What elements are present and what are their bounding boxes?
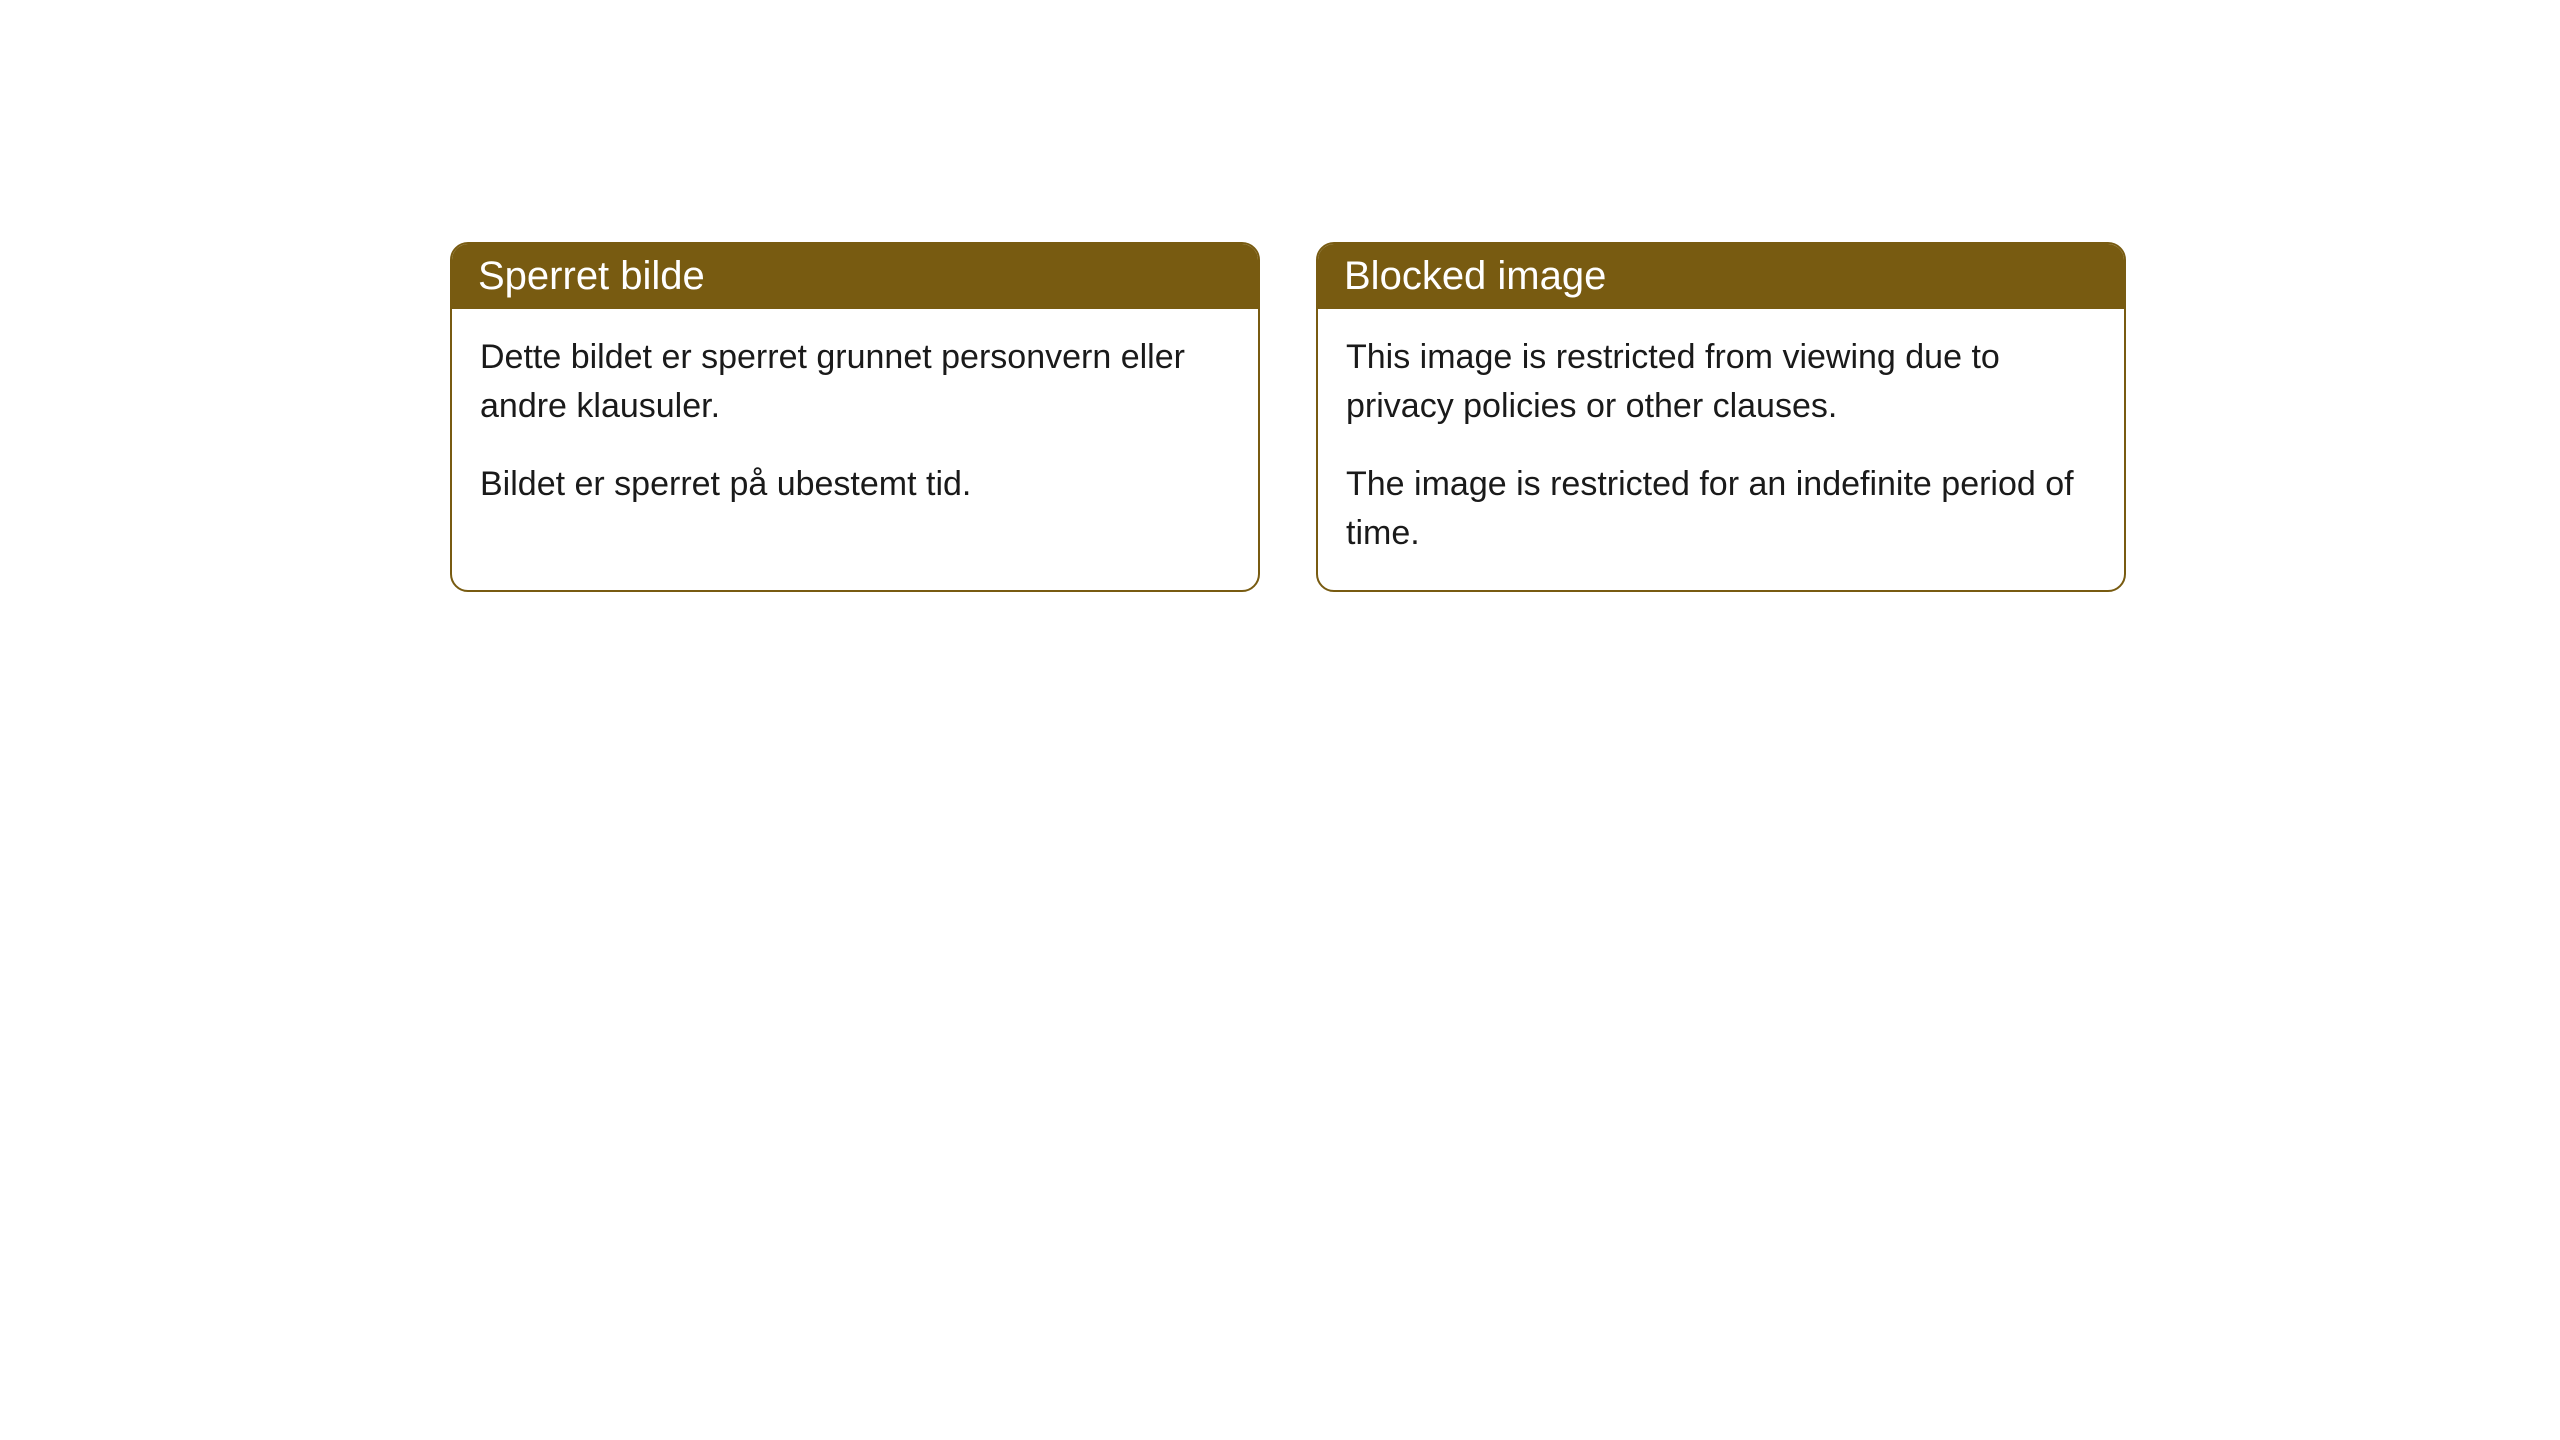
card-body: Dette bildet er sperret grunnet personve…: [452, 309, 1258, 541]
card-paragraph: Dette bildet er sperret grunnet personve…: [480, 333, 1230, 432]
card-title: Sperret bilde: [478, 254, 705, 298]
card-title: Blocked image: [1344, 254, 1606, 298]
notice-card-norwegian: Sperret bilde Dette bildet er sperret gr…: [450, 242, 1260, 592]
card-paragraph: This image is restricted from viewing du…: [1346, 333, 2096, 432]
card-header: Blocked image: [1318, 244, 2124, 309]
card-paragraph: Bildet er sperret på ubestemt tid.: [480, 460, 1230, 509]
notice-container: Sperret bilde Dette bildet er sperret gr…: [0, 0, 2560, 592]
card-header: Sperret bilde: [452, 244, 1258, 309]
card-paragraph: The image is restricted for an indefinit…: [1346, 460, 2096, 559]
card-body: This image is restricted from viewing du…: [1318, 309, 2124, 590]
notice-card-english: Blocked image This image is restricted f…: [1316, 242, 2126, 592]
